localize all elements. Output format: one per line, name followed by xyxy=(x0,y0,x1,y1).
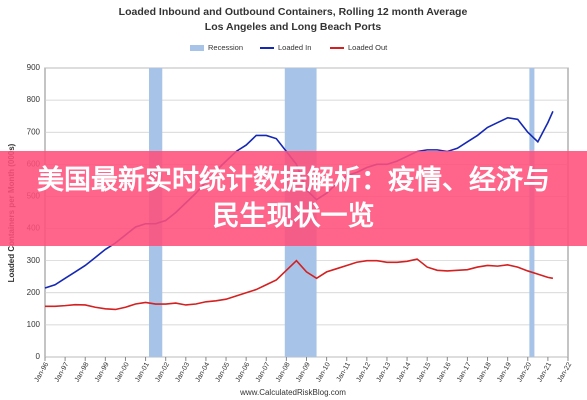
x-tick-label: Jan-04 xyxy=(194,361,211,383)
x-tick-label: Jan-16 xyxy=(436,361,453,383)
x-tick-label: Jan-01 xyxy=(134,361,151,383)
x-tick-label: Jan-03 xyxy=(174,361,191,383)
x-tick-label: Jan-07 xyxy=(255,361,272,383)
x-tick-label: Jan-15 xyxy=(416,361,433,383)
y-tick-label: 200 xyxy=(27,288,41,297)
x-tick-label: Jan-05 xyxy=(215,361,232,383)
x-tick-label: Jan-97 xyxy=(54,361,71,383)
source: www.CalculatedRiskBlog.com xyxy=(239,388,346,397)
chart-title: Loaded Inbound and Outbound Containers, … xyxy=(119,6,468,18)
legend-swatch xyxy=(190,45,204,51)
x-tick-label: Jan-19 xyxy=(496,361,513,383)
x-tick-label: Jan-00 xyxy=(114,361,131,383)
x-tick-label: Jan-20 xyxy=(516,361,533,383)
x-tick-label: Jan-12 xyxy=(355,361,372,383)
x-tick-label: Jan-11 xyxy=(336,361,353,383)
x-tick-label: Jan-21 xyxy=(536,361,553,383)
y-tick-label: 800 xyxy=(27,95,41,104)
x-tick-label: Jan-02 xyxy=(154,361,171,383)
x-tick-label: Jan-14 xyxy=(396,361,413,383)
x-tick-label: Jan-08 xyxy=(275,361,292,383)
y-tick-label: 300 xyxy=(27,256,41,265)
banner-headline: 美国最新实时统计数据解析：疫情、经济与民生现状一览 xyxy=(37,164,550,232)
banner: 美国最新实时统计数据解析：疫情、经济与民生现状一览 xyxy=(0,151,587,246)
x-tick-label: Jan-17 xyxy=(456,361,473,383)
x-tick-label: Jan-18 xyxy=(476,361,493,383)
x-tick-label: Jan-96 xyxy=(34,361,51,383)
x-tick-label: Jan-06 xyxy=(235,361,252,383)
y-tick-label: 100 xyxy=(27,320,41,329)
legend-label: Loaded Out xyxy=(348,43,388,52)
x-tick-label: Jan-22 xyxy=(557,361,574,383)
legend-label: Recession xyxy=(208,43,243,52)
x-tick-label: Jan-09 xyxy=(295,361,312,383)
y-tick-label: 900 xyxy=(27,63,41,72)
legend-label: Loaded In xyxy=(278,43,311,52)
y-tick-label: 0 xyxy=(36,352,41,361)
x-tick-label: Jan-10 xyxy=(315,361,332,383)
series-line xyxy=(45,258,554,311)
x-tick-label: Jan-13 xyxy=(376,361,393,383)
chart-subtitle: Los Angeles and Long Beach Ports xyxy=(205,21,382,33)
y-tick-label: 700 xyxy=(27,127,41,136)
x-tick-label: Jan-99 xyxy=(94,361,111,383)
x-tick-label: Jan-98 xyxy=(74,361,91,383)
